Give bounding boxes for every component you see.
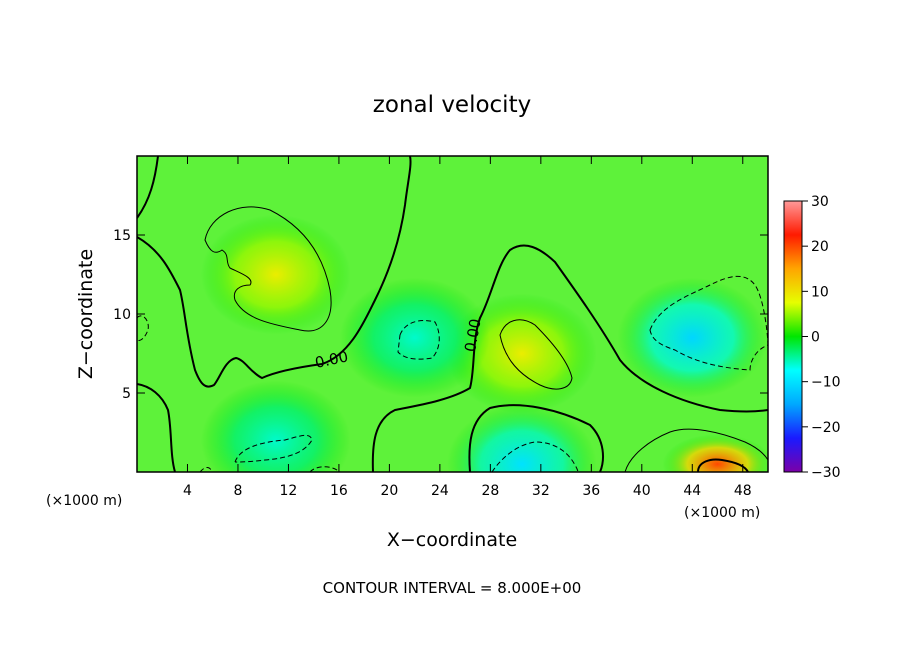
x-tick-label: 12 <box>280 483 298 499</box>
y-axis-label: Z−coordinate <box>75 249 97 379</box>
velocity-minimum <box>617 277 768 398</box>
zero-contour-line <box>697 458 749 472</box>
colorbar-tick-label: −30 <box>811 465 841 481</box>
contour-label: 0.00 <box>461 317 485 353</box>
colorbar-tick-label: 30 <box>811 194 829 210</box>
x-tick-label: 28 <box>481 483 499 499</box>
x-tick-label: 8 <box>233 483 242 499</box>
positive-contour-line <box>204 206 332 332</box>
colorbar-tick-label: 0 <box>811 330 820 346</box>
x-tick-label: 48 <box>734 483 752 499</box>
y-tick-label: 15 <box>113 228 131 244</box>
x-tick-label: 44 <box>683 483 701 499</box>
negative-contour-line <box>649 275 768 371</box>
zero-contour-line <box>137 383 176 472</box>
y-axis: 5 10 15 <box>113 228 768 402</box>
x-tick-label: 20 <box>380 483 398 499</box>
x-unit-left: (×1000 m) <box>46 493 122 509</box>
x-tick-label: 40 <box>633 483 651 499</box>
x-tick-label: 32 <box>532 483 550 499</box>
colorbar-fill <box>783 200 803 473</box>
velocity-minimum <box>339 277 490 398</box>
x-unit-right: (×1000 m) <box>684 505 760 521</box>
colorbar: 30 20 10 0 −10 −20 −30 <box>783 194 841 481</box>
zero-contour-line <box>137 156 412 388</box>
colorbar-tick-label: 10 <box>811 284 829 300</box>
negative-contour-line <box>491 441 579 472</box>
colorbar-tick-label: 20 <box>811 239 829 255</box>
plot-area: 0.000.00 <box>137 156 768 472</box>
x-axis-label: X−coordinate <box>387 529 517 551</box>
velocity-minimum <box>446 404 597 472</box>
negative-contour-line <box>199 467 213 472</box>
zero-contour-line <box>468 404 604 472</box>
chart-title: zonal velocity <box>373 92 531 118</box>
negative-contour-line <box>309 466 341 472</box>
negative-contour-line <box>137 315 149 341</box>
colorbar-tick-label: −20 <box>811 420 841 436</box>
velocity-minimum <box>200 380 351 472</box>
colorbar-tick-label: −10 <box>811 375 841 391</box>
velocity-field <box>200 214 768 472</box>
x-tick-label: 24 <box>431 483 449 499</box>
velocity-maximum <box>662 434 768 472</box>
x-tick-label: 4 <box>183 483 192 499</box>
x-tick-label: 36 <box>582 483 600 499</box>
zero-contour-line <box>137 156 159 219</box>
colorbar-ticks: 30 20 10 0 −10 −20 −30 <box>802 194 841 481</box>
negative-contour-line <box>397 320 440 360</box>
y-tick-label: 5 <box>122 386 131 402</box>
negative-contour-line <box>234 434 313 463</box>
positive-contour-line <box>624 428 768 472</box>
positive-contour-line <box>499 319 573 390</box>
y-tick-label: 10 <box>113 307 131 323</box>
x-tick-label: 16 <box>330 483 348 499</box>
x-axis: 4 8 12 16 20 24 28 32 36 40 44 48 <box>183 156 752 499</box>
contour-interval-note: CONTOUR INTERVAL = 8.000E+00 <box>323 579 582 597</box>
zero-contour-line <box>371 244 768 472</box>
